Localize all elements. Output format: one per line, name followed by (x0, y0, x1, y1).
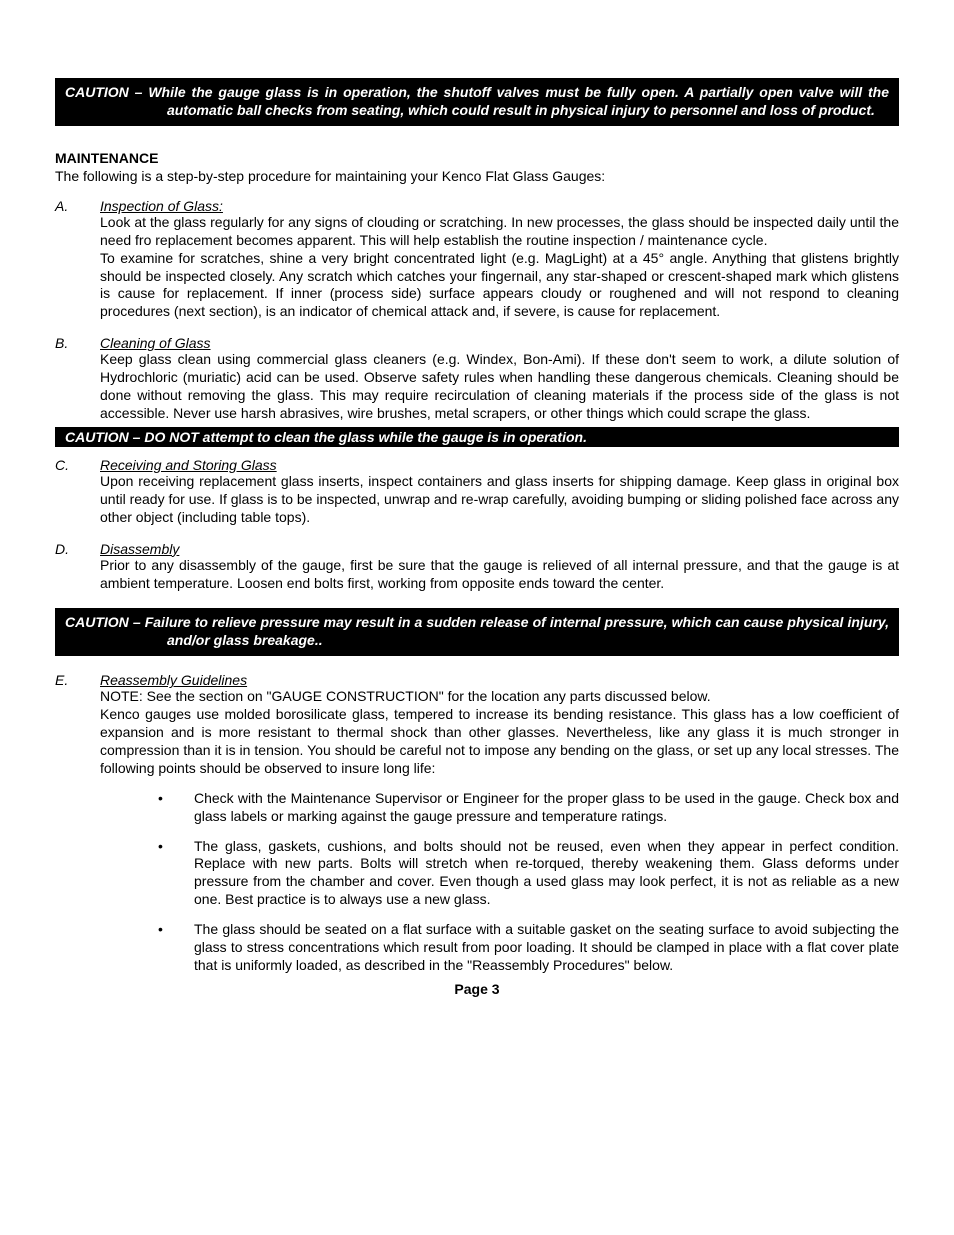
section-letter: D. (55, 541, 100, 593)
section-paragraph: To examine for scratches, shine a very b… (100, 250, 899, 322)
section-title: Reassembly Guidelines (100, 672, 247, 688)
section-title: Cleaning of Glass (100, 335, 211, 351)
caution-box-pressure: CAUTION – Failure to relieve pressure ma… (55, 608, 899, 656)
section-paragraph: Prior to any disassembly of the gauge, f… (100, 557, 899, 593)
maintenance-heading: MAINTENANCE (55, 150, 899, 166)
section-body: Inspection of Glass: Look at the glass r… (100, 198, 899, 321)
section-body: Receiving and Storing Glass Upon receivi… (100, 457, 899, 527)
caution-box-operation: CAUTION – While the gauge glass is in op… (55, 78, 899, 126)
section-d: D. Disassembly Prior to any disassembly … (55, 541, 899, 593)
document-page: CAUTION – While the gauge glass is in op… (0, 0, 954, 1235)
section-title: Receiving and Storing Glass (100, 457, 277, 473)
caution-text: CAUTION – While the gauge glass is in op… (65, 84, 889, 120)
section-body: Reassembly Guidelines NOTE: See the sect… (100, 672, 899, 975)
section-letter: E. (55, 672, 100, 975)
section-paragraph: Kenco gauges use molded borosilicate gla… (100, 706, 899, 778)
section-paragraph: Keep glass clean using commercial glass … (100, 351, 899, 423)
reassembly-bullets: Check with the Maintenance Supervisor or… (100, 790, 899, 975)
page-number: Page 3 (55, 981, 899, 997)
caution-text: CAUTION – Failure to relieve pressure ma… (65, 614, 889, 650)
section-c: C. Receiving and Storing Glass Upon rece… (55, 457, 899, 527)
section-title: Inspection of Glass: (100, 198, 223, 214)
bullet-item: The glass, gaskets, cushions, and bolts … (158, 838, 899, 910)
caution-box-cleaning: CAUTION – DO NOT attempt to clean the gl… (55, 427, 899, 447)
section-letter: B. (55, 335, 100, 423)
bullet-item: The glass should be seated on a flat sur… (158, 921, 899, 975)
section-a: A. Inspection of Glass: Look at the glas… (55, 198, 899, 321)
bullet-item: Check with the Maintenance Supervisor or… (158, 790, 899, 826)
section-body: Disassembly Prior to any disassembly of … (100, 541, 899, 593)
section-letter: A. (55, 198, 100, 321)
section-e: E. Reassembly Guidelines NOTE: See the s… (55, 672, 899, 975)
maintenance-intro: The following is a step-by-step procedur… (55, 168, 899, 184)
section-paragraph: Look at the glass regularly for any sign… (100, 214, 899, 250)
section-note: NOTE: See the section on "GAUGE CONSTRUC… (100, 688, 899, 706)
section-body: Cleaning of Glass Keep glass clean using… (100, 335, 899, 423)
section-title: Disassembly (100, 541, 179, 557)
section-letter: C. (55, 457, 100, 527)
section-b: B. Cleaning of Glass Keep glass clean us… (55, 335, 899, 423)
section-paragraph: Upon receiving replacement glass inserts… (100, 473, 899, 527)
